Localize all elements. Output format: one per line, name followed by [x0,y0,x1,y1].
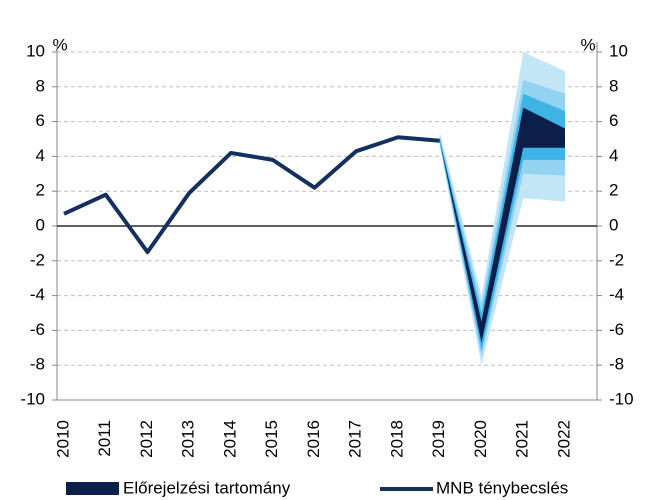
x-tick-label: 2017 [346,420,365,458]
legend-swatch [66,482,119,495]
x-tick-label: 2012 [137,420,156,458]
y2-tick-label: 0 [609,215,618,234]
y2-tick-label: -2 [609,250,624,269]
x-tick-label: 2021 [513,420,532,458]
y2-axis-label: % [580,35,595,54]
y2-tick-label: 2 [609,181,618,200]
y2-tick-label: -6 [609,320,624,339]
legend-label: MNB ténybecslés [436,478,568,497]
y2-tick-label: -8 [609,355,624,374]
y2-tick-label: 8 [609,76,618,95]
x-tick-label: 2022 [554,420,573,458]
fan-band [439,107,565,343]
legend-label: Előrejelzési tartomány [123,478,291,497]
y-tick-label: 8 [36,76,45,95]
y-tick-label: 4 [36,146,45,165]
y-tick-label: -4 [30,285,45,304]
y2-tick-label: 6 [609,111,618,130]
x-tick-label: 2014 [220,420,239,458]
y2-tick-label: -10 [609,389,634,408]
y-tick-label: -10 [20,389,45,408]
x-tick-label: 2016 [304,420,323,458]
y-tick-label: -6 [30,320,45,339]
x-tick-label: 2010 [53,420,72,458]
y-tick-label: 6 [36,111,45,130]
y-tick-label: -8 [30,355,45,374]
x-tick-label: 2018 [387,420,406,458]
y-axis-label: % [52,35,67,54]
y2-tick-label: -4 [609,285,624,304]
x-tick-label: 2013 [179,420,198,458]
y-tick-label: -2 [30,250,45,269]
y-tick-label: 10 [26,41,45,60]
line-series [63,135,440,255]
x-tick-label: 2019 [429,420,448,458]
y-tick-label: 2 [36,181,45,200]
y2-tick-label: 10 [609,41,628,60]
y2-tick-label: 4 [609,146,618,165]
x-tick-label: 2011 [95,420,114,457]
x-tick-label: 2015 [262,420,281,458]
y-tick-label: 0 [36,215,45,234]
x-tick-label: 2020 [471,420,490,458]
